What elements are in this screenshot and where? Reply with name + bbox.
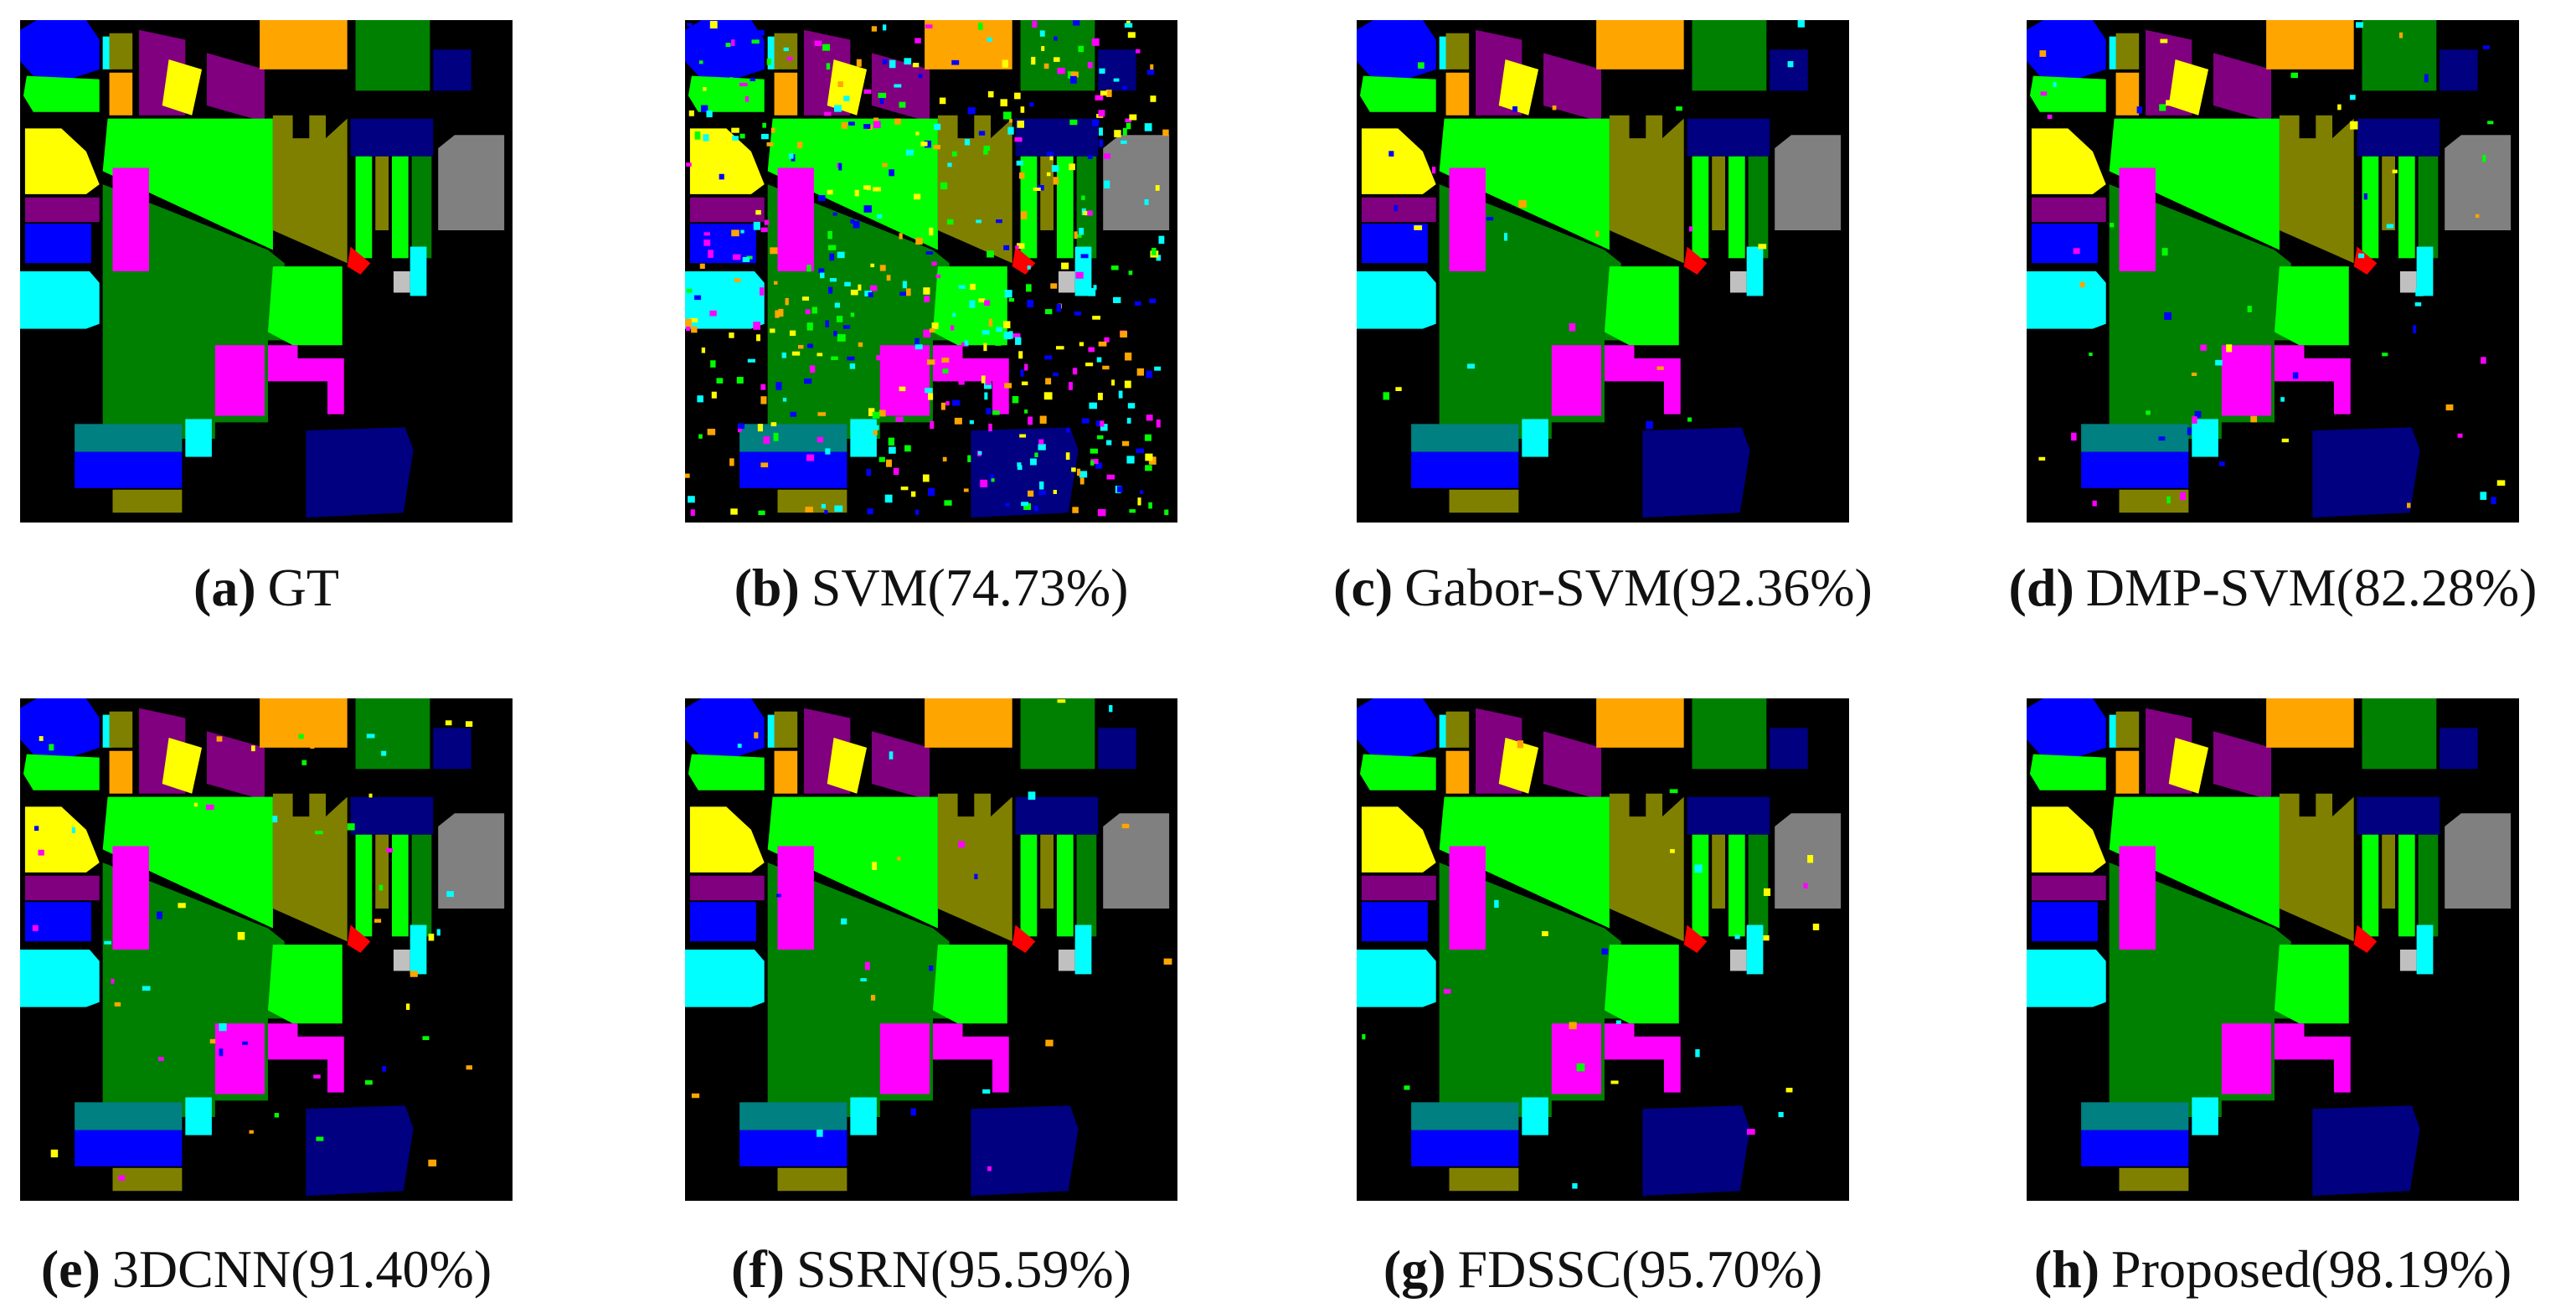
panel-label: (b) xyxy=(734,558,800,617)
panel-caption: SSRN(95.59%) xyxy=(796,1239,1131,1299)
classification-map xyxy=(685,20,1177,523)
caption: (e) 3DCNN(91.40%) xyxy=(0,1238,593,1301)
caption: (d) DMP-SVM(82.28%) xyxy=(1946,556,2576,620)
panel-label: (g) xyxy=(1383,1239,1446,1299)
panel-caption: DMP-SVM(82.28%) xyxy=(2085,558,2537,617)
caption: (a) GT xyxy=(0,556,593,620)
panel-label: (h) xyxy=(2033,1239,2100,1299)
caption: (g) FDSSC(95.70%) xyxy=(1276,1238,1929,1301)
panel-caption: SVM(74.73%) xyxy=(811,558,1129,617)
caption: (c) Gabor-SVM(92.36%) xyxy=(1276,556,1929,620)
panel-caption: GT xyxy=(267,558,339,617)
caption: (h) Proposed(98.19%) xyxy=(1946,1238,2576,1301)
caption: (f) SSRN(95.59%) xyxy=(605,1238,1258,1301)
classification-map xyxy=(20,20,513,523)
panel-caption: FDSSC(95.70%) xyxy=(1457,1239,1823,1299)
panel-label: (f) xyxy=(731,1239,785,1299)
caption: (b) SVM(74.73%) xyxy=(605,556,1258,620)
panel-label: (a) xyxy=(193,558,256,617)
classification-map xyxy=(2027,20,2519,523)
classification-map xyxy=(1357,698,1849,1201)
panel-caption: Proposed(98.19%) xyxy=(2111,1239,2512,1299)
classification-map xyxy=(1357,20,1849,523)
classification-map xyxy=(2027,698,2519,1201)
panel-caption: Gabor-SVM(92.36%) xyxy=(1404,558,1873,617)
classification-map xyxy=(685,698,1177,1201)
panel-label: (e) xyxy=(40,1239,100,1299)
panel-caption: 3DCNN(91.40%) xyxy=(111,1239,492,1299)
classification-map xyxy=(20,698,513,1201)
panel-label: (c) xyxy=(1333,558,1394,617)
panel-label: (d) xyxy=(2008,558,2074,617)
